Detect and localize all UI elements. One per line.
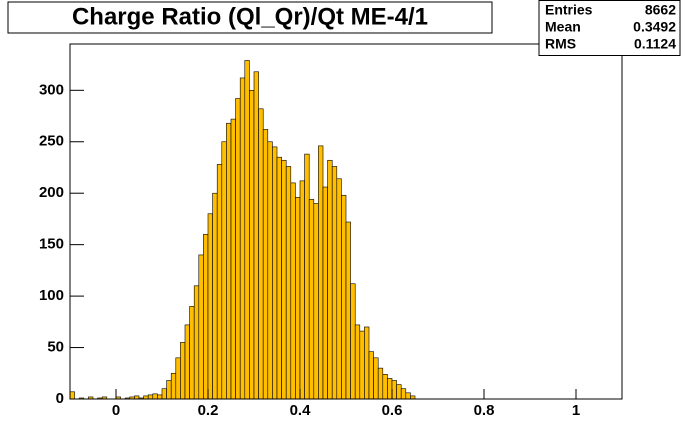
- bar: [180, 342, 186, 400]
- bar: [396, 384, 402, 400]
- y-tick-label: 200: [39, 184, 64, 201]
- bar: [382, 374, 388, 400]
- stat-label: RMS: [545, 36, 576, 52]
- bar: [387, 378, 393, 400]
- bar: [336, 178, 342, 400]
- stats-box: [538, 0, 681, 56]
- bar: [368, 351, 374, 400]
- x-tick-label: 0: [112, 402, 120, 419]
- bar: [203, 234, 209, 400]
- x-tick-label: 0.4: [290, 402, 312, 419]
- bar: [258, 108, 264, 400]
- bar: [322, 186, 328, 400]
- bar: [354, 324, 361, 400]
- bar: [216, 164, 223, 400]
- bar: [364, 326, 370, 400]
- bar: [253, 71, 259, 400]
- y-tick-label: 50: [47, 339, 64, 356]
- bar: [299, 180, 305, 400]
- stat-value: 0.1124: [634, 36, 676, 52]
- bar: [166, 380, 172, 400]
- bar: [230, 118, 236, 400]
- bar: [184, 324, 190, 400]
- bar: [318, 145, 324, 400]
- bar: [244, 60, 250, 400]
- bar: [249, 90, 255, 400]
- bar: [239, 77, 246, 400]
- bar: [285, 166, 292, 400]
- bar: [161, 388, 167, 400]
- bar: [193, 285, 200, 400]
- bar: [175, 357, 181, 400]
- bar: [308, 199, 315, 400]
- y-tick-label: 300: [39, 81, 64, 98]
- bar: [69, 391, 75, 400]
- bar: [147, 394, 154, 400]
- bar: [189, 306, 195, 400]
- bar: [391, 380, 397, 400]
- bar: [400, 388, 407, 400]
- bar: [373, 357, 379, 400]
- bar: [295, 197, 301, 400]
- bar: [235, 98, 241, 400]
- y-tick-label: 150: [39, 236, 64, 253]
- bar: [405, 392, 411, 400]
- bar: [221, 141, 227, 400]
- stat-label: Entries: [545, 2, 593, 18]
- chart-title: Charge Ratio (Ql_Qr)/Qt ME-4/1: [72, 3, 428, 30]
- x-tick-label: 0.6: [382, 402, 403, 419]
- bar: [281, 159, 287, 400]
- x-tick-label: 0.2: [198, 402, 219, 419]
- bar: [152, 393, 158, 400]
- bar: [290, 182, 296, 400]
- bar: [313, 203, 319, 400]
- bar: [377, 367, 384, 400]
- bar: [207, 213, 213, 400]
- x-tick-label: 1: [572, 402, 580, 419]
- bar: [276, 156, 282, 400]
- y-tick-label: 100: [39, 287, 64, 304]
- stat-label: Mean: [545, 19, 581, 35]
- bar: [331, 166, 338, 400]
- bar: [267, 141, 273, 400]
- bar: [327, 159, 333, 400]
- bar: [262, 129, 269, 400]
- bar: [350, 283, 356, 400]
- stat-value: 0.3492: [633, 19, 676, 35]
- bar: [157, 394, 163, 400]
- bar: [341, 194, 347, 400]
- bar: [272, 146, 278, 400]
- bar: [359, 330, 365, 400]
- bar: [226, 122, 232, 400]
- x-tick-label: 0.8: [474, 402, 495, 419]
- title-box: [7, 1, 493, 34]
- bar: [170, 372, 177, 400]
- y-tick-label: 0: [56, 390, 64, 407]
- y-tick-label: 250: [39, 133, 64, 150]
- bar: [345, 221, 351, 400]
- stat-value: 8662: [645, 2, 676, 18]
- bar: [304, 153, 310, 400]
- bar: [212, 192, 218, 400]
- bar: [198, 254, 204, 400]
